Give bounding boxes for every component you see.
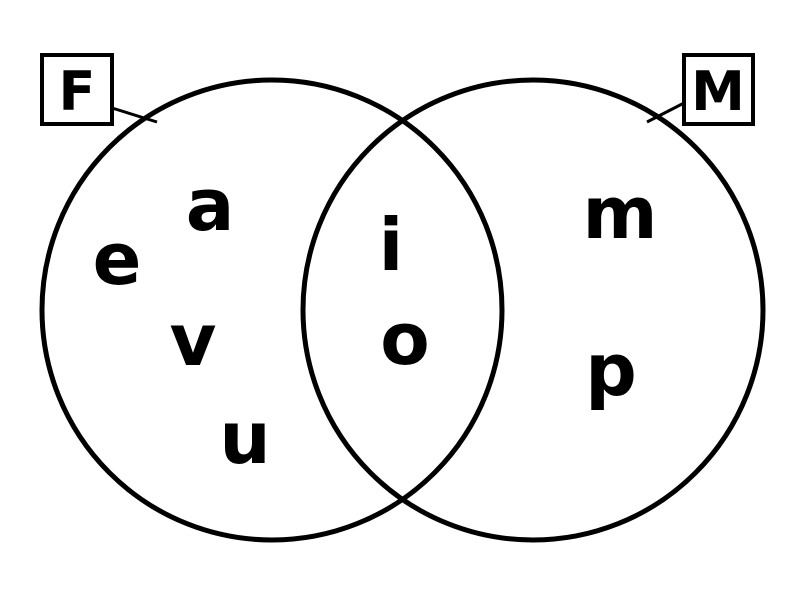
left-set-circle xyxy=(39,77,505,543)
right-set-label-text: M xyxy=(691,60,745,123)
right-set-label: M xyxy=(682,53,755,126)
left-member-1: a xyxy=(186,163,235,247)
right-member-1: m xyxy=(582,171,657,255)
left-member-4: u xyxy=(219,396,270,480)
left-member-2: e xyxy=(93,217,142,301)
left-set-leader-line xyxy=(111,106,158,124)
right-set-circle xyxy=(300,77,766,543)
right-member-2: p xyxy=(585,328,637,412)
intersection-member-1: i xyxy=(379,203,404,287)
left-set-label: F xyxy=(40,53,114,126)
right-set-leader-line xyxy=(646,101,685,124)
left-set-label-box xyxy=(40,53,114,126)
intersection-member-2: o xyxy=(380,297,429,381)
right-set-label-box xyxy=(682,53,755,126)
left-set-label-text: F xyxy=(59,60,96,123)
left-member-3: v xyxy=(170,298,217,382)
